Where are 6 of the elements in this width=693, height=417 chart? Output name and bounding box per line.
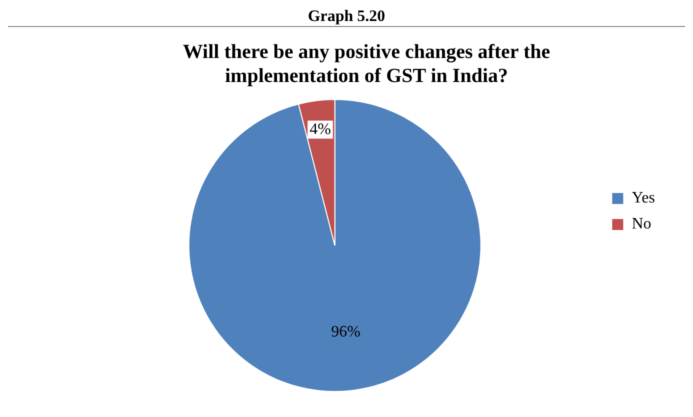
caption: Graph 5.20 <box>8 8 685 27</box>
data-label: 96% <box>331 324 361 341</box>
legend-label: No <box>632 216 652 233</box>
chart-title: Will there be any positive changes after the implementation of GST in India? <box>182 41 550 88</box>
legend-label: Yes <box>632 190 655 207</box>
data-label: 4% <box>310 120 331 138</box>
